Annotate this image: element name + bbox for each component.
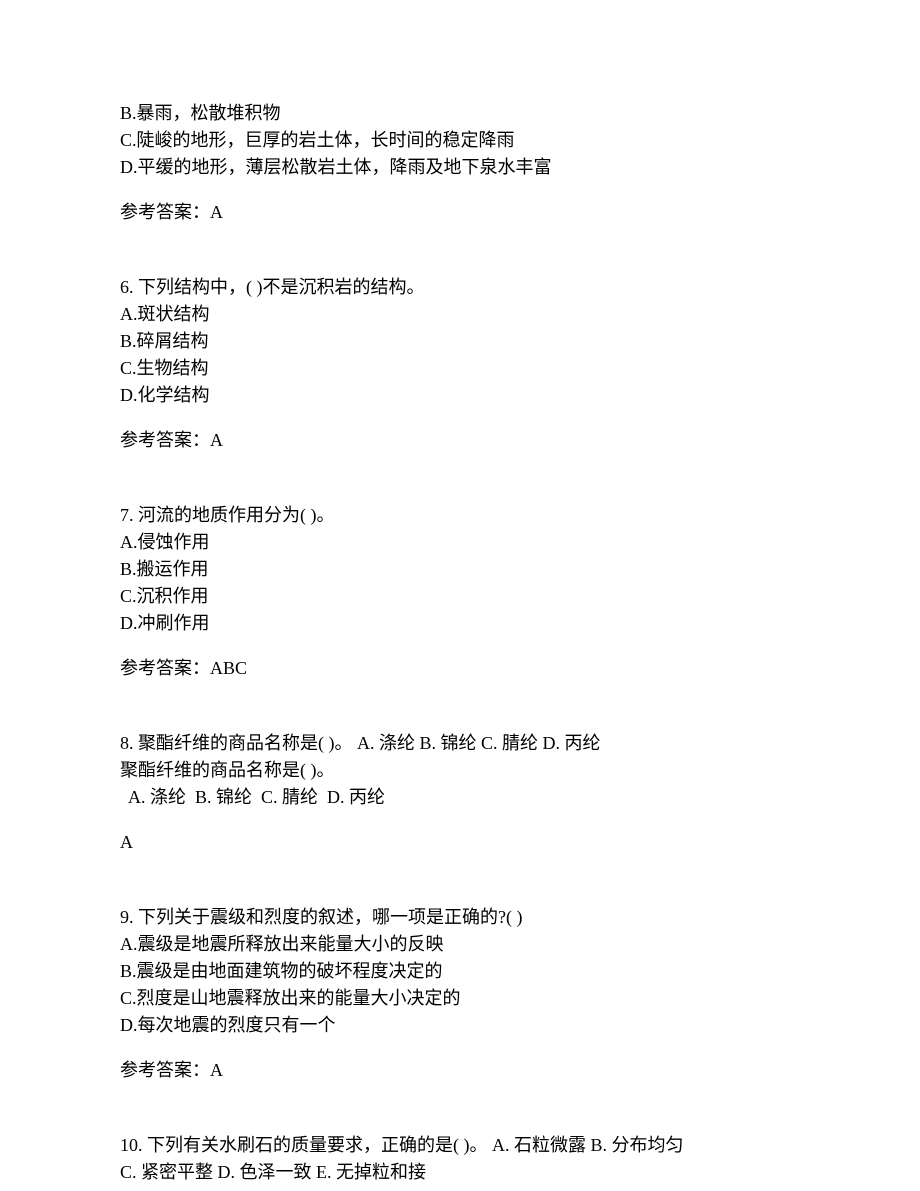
option-d: D.冲刷作用 <box>120 610 800 637</box>
answer-label: 参考答案：A <box>120 427 800 454</box>
question-stem: 9. 下列关于震级和烈度的叙述，哪一项是正确的?( ) <box>120 904 800 931</box>
option-b: B.碎屑结构 <box>120 328 800 355</box>
answer-label: 参考答案：A <box>120 1057 800 1084</box>
option-c: C.沉积作用 <box>120 583 800 610</box>
question-repeat: 聚酯纤维的商品名称是( )。 <box>120 757 800 784</box>
question-stem: 7. 河流的地质作用分为( )。 <box>120 502 800 529</box>
question-10: 10. 下列有关水刷石的质量要求，正确的是( )。 A. 石粒微露 B. 分布均… <box>120 1132 800 1186</box>
question-5-partial: B.暴雨，松散堆积物 C.陡峻的地形，巨厚的岩土体，长时间的稳定降雨 D.平缓的… <box>120 100 800 226</box>
question-9: 9. 下列关于震级和烈度的叙述，哪一项是正确的?( ) A.震级是地震所释放出来… <box>120 904 800 1084</box>
option-a: A.侵蚀作用 <box>120 529 800 556</box>
option-b: B.搬运作用 <box>120 556 800 583</box>
question-7: 7. 河流的地质作用分为( )。 A.侵蚀作用 B.搬运作用 C.沉积作用 D.… <box>120 502 800 682</box>
answer-label: A <box>120 829 800 856</box>
option-d: D.每次地震的烈度只有一个 <box>120 1012 800 1039</box>
option-c: C.烈度是山地震释放出来的能量大小决定的 <box>120 985 800 1012</box>
option-a: A.震级是地震所释放出来能量大小的反映 <box>120 931 800 958</box>
question-8: 8. 聚酯纤维的商品名称是( )。 A. 涤纶 B. 锦纶 C. 腈纶 D. 丙… <box>120 730 800 856</box>
option-c: C.生物结构 <box>120 355 800 382</box>
option-c: C.陡峻的地形，巨厚的岩土体，长时间的稳定降雨 <box>120 127 800 154</box>
option-b: B.震级是由地面建筑物的破坏程度决定的 <box>120 958 800 985</box>
question-6: 6. 下列结构中，( )不是沉积岩的结构。 A.斑状结构 B.碎屑结构 C.生物… <box>120 274 800 454</box>
options-inline: A. 涤纶 B. 锦纶 C. 腈纶 D. 丙纶 <box>120 784 800 811</box>
question-stem: 6. 下列结构中，( )不是沉积岩的结构。 <box>120 274 800 301</box>
question-line1: 10. 下列有关水刷石的质量要求，正确的是( )。 A. 石粒微露 B. 分布均… <box>120 1132 800 1159</box>
option-d: D.化学结构 <box>120 382 800 409</box>
option-d: D.平缓的地形，薄层松散岩土体，降雨及地下泉水丰富 <box>120 154 800 181</box>
option-a: A.斑状结构 <box>120 301 800 328</box>
question-stem: 8. 聚酯纤维的商品名称是( )。 A. 涤纶 B. 锦纶 C. 腈纶 D. 丙… <box>120 730 800 757</box>
option-b: B.暴雨，松散堆积物 <box>120 100 800 127</box>
question-line2: C. 紧密平整 D. 色泽一致 E. 无掉粒和接 <box>120 1159 800 1186</box>
answer-label: 参考答案：ABC <box>120 655 800 682</box>
answer-label: 参考答案：A <box>120 199 800 226</box>
